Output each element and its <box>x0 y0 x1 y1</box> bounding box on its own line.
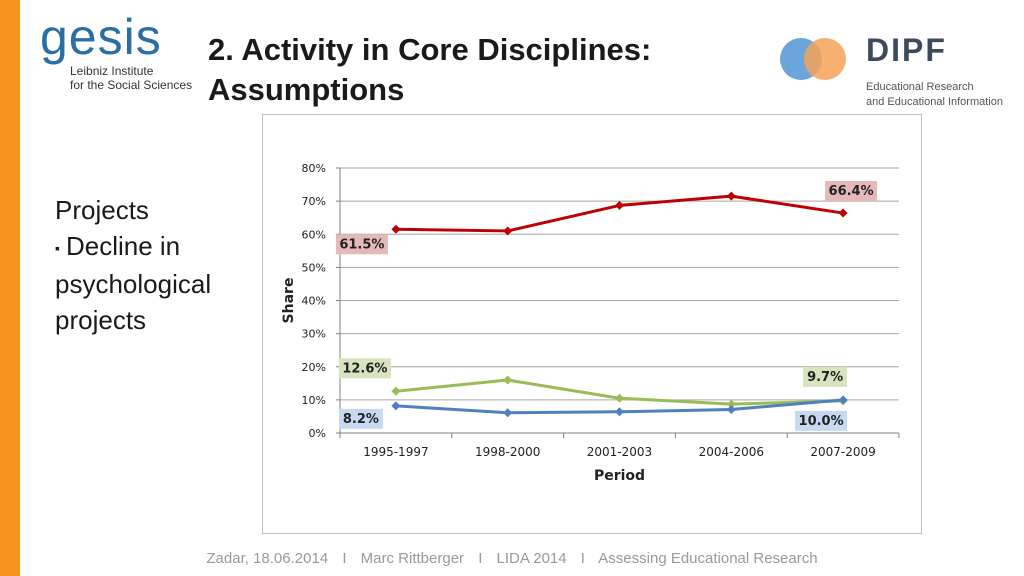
dipf-logo: DIPF Educational Research and Educationa… <box>778 34 1018 114</box>
bullet-line2: psychological <box>55 269 212 300</box>
y-tick-label: 0% <box>309 427 326 440</box>
y-tick-label: 60% <box>302 228 326 241</box>
footer-place-date: Zadar, 18.06.2014 <box>206 550 329 567</box>
bullet-item: ▪ Decline in <box>55 228 255 266</box>
data-label: 10.0% <box>799 414 844 429</box>
x-tick-label: 2007-2009 <box>810 445 875 459</box>
footer-event: LIDA 2014 <box>496 550 567 567</box>
data-label: 61.5% <box>339 237 384 252</box>
data-point-blue <box>838 395 848 405</box>
footer-topic: Assessing Educational Research <box>598 550 818 567</box>
y-tick-label: 30% <box>302 328 326 341</box>
accent-bar <box>0 0 20 576</box>
y-tick-label: 40% <box>302 295 326 308</box>
data-label-box <box>338 408 383 429</box>
chart-frame: 0% 10% 20% 30% 40% 50% 60% 70% 80% 1995-1997 1998-… <box>262 114 922 534</box>
data-point-green <box>615 393 624 403</box>
page-title: 2. Activity in Core Disciplines: Assumpt… <box>208 30 748 110</box>
data-point-blue <box>391 401 401 411</box>
x-axis-title: Period <box>594 468 645 484</box>
gesis-logo-line2: for the Social Sciences <box>70 78 193 92</box>
bullet-line1: Decline in <box>65 231 181 261</box>
y-tick-label: 10% <box>302 394 326 407</box>
footer-author: Marc Rittberger <box>360 550 465 567</box>
y-tick-label: 20% <box>302 361 326 374</box>
bullet-line3: projects <box>55 305 147 336</box>
dipf-logo-subtitle: Educational Research and Educational Inf… <box>866 80 1003 110</box>
data-label-box <box>335 234 388 255</box>
data-point-blue <box>503 408 513 418</box>
data-point-green <box>503 375 513 385</box>
data-point-red <box>503 226 513 236</box>
x-tick-label: 2004-2006 <box>699 445 764 459</box>
x-tick-label: 1995-1997 <box>363 445 428 459</box>
data-point-green <box>726 399 736 409</box>
footer-separator: I <box>478 550 483 567</box>
data-point-red <box>615 200 624 210</box>
data-label-box <box>825 181 878 202</box>
data-label: 8.2% <box>343 412 379 427</box>
gesis-logo-word: gesis <box>40 9 162 65</box>
square-bullet-icon: ▪ <box>55 240 60 257</box>
y-tick-label: 70% <box>302 195 326 208</box>
content-text: Projects ▪ Decline in psychological proje… <box>55 192 255 338</box>
footer-separator: I <box>342 550 347 567</box>
dipf-circles-icon <box>780 38 846 80</box>
x-tick-label: 1998-2000 <box>475 445 540 459</box>
data-point-red <box>391 224 401 234</box>
data-label-box <box>795 410 848 431</box>
data-label-box <box>803 366 848 387</box>
footer-separator: I <box>580 550 585 567</box>
y-tick-label: 50% <box>302 261 326 274</box>
page-title-line1: 2. Activity in Core Disciplines: <box>208 32 652 67</box>
data-point-blue <box>615 407 624 417</box>
data-point-red <box>726 191 736 201</box>
y-axis-title: Share <box>281 278 297 324</box>
data-point-green <box>391 386 401 396</box>
dipf-logo-line2: and Educational Information <box>866 96 1003 108</box>
data-label: 12.6% <box>342 361 387 376</box>
content-heading: Projects <box>55 195 149 225</box>
data-point-blue <box>726 404 736 414</box>
gesis-logo: gesis Leibniz Institute for the Social S… <box>40 12 192 98</box>
dipf-logo-line1: Educational Research <box>866 81 974 93</box>
y-tick-label: 80% <box>302 162 326 175</box>
x-tick-label: 2001-2003 <box>587 445 652 459</box>
data-point-red <box>838 208 848 218</box>
dipf-logo-word: DIPF <box>866 32 947 68</box>
line-chart: 0% 10% 20% 30% 40% 50% 60% 70% 80% 1995-1997 1998-… <box>281 162 900 484</box>
data-label-box <box>338 358 391 379</box>
data-label: 66.4% <box>829 184 874 199</box>
footer: Zadar, 18.06.2014 I Marc Rittberger I LI… <box>0 550 1024 567</box>
page-title-line2: Assumptions <box>208 72 405 107</box>
gesis-logo-line1: Leibniz Institute <box>70 64 154 78</box>
gesis-logo-subtitle: Leibniz Institute for the Social Science… <box>70 64 192 92</box>
data-label: 9.7% <box>807 370 843 385</box>
